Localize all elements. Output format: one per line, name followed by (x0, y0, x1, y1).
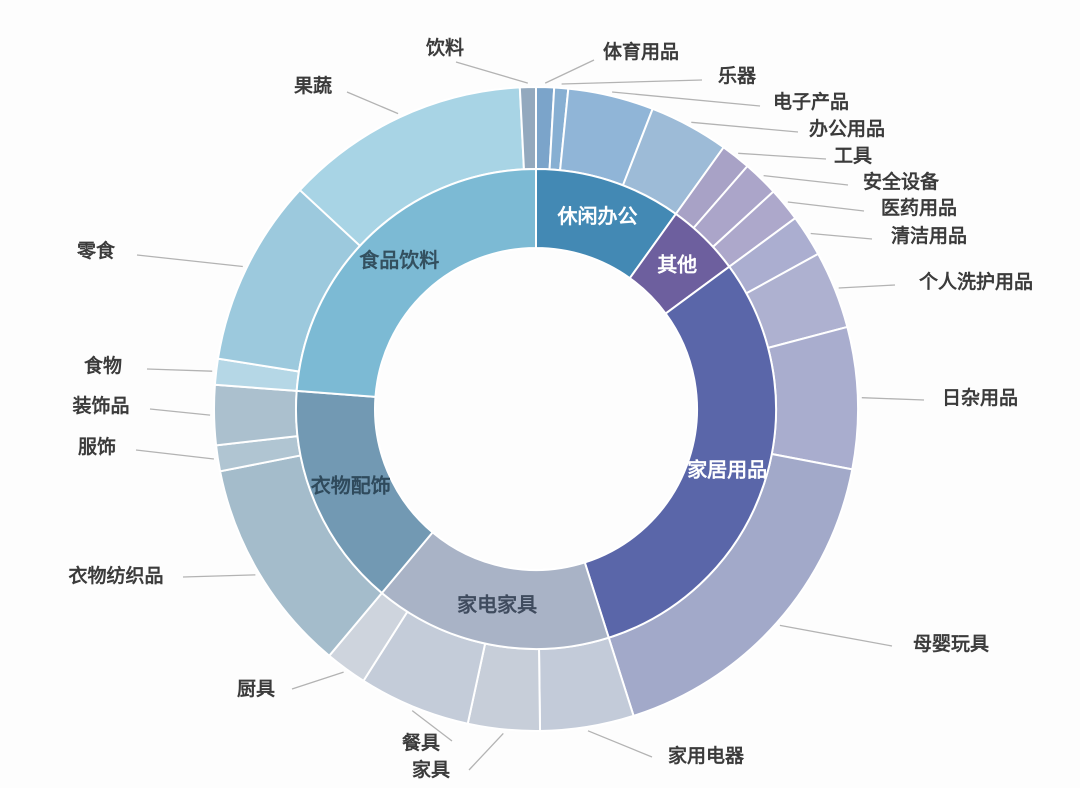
outer-segment-label: 办公用品 (809, 117, 885, 140)
leader-line (411, 710, 453, 742)
inner-category-label: 家电家具 (457, 592, 537, 616)
leader-line (612, 91, 761, 107)
leader-line (810, 232, 873, 240)
outer-segment-label: 食物 (84, 354, 122, 377)
leader-lines-layer (135, 59, 925, 771)
outer-segment-label: 个人洗护用品 (918, 270, 1033, 293)
leader-line (787, 201, 865, 212)
leader-line (561, 79, 703, 85)
leader-line (468, 732, 504, 771)
outer-segment-label: 日杂用品 (942, 387, 1018, 409)
leader-line (149, 408, 211, 416)
leader-line (779, 624, 893, 647)
outer-segment-label: 安全设备 (863, 170, 940, 193)
inner-category-label: 休闲办公 (557, 204, 638, 228)
leader-line (135, 449, 214, 460)
inner-category-label: 衣物配饰 (311, 473, 391, 497)
leader-line (291, 671, 344, 690)
leader-line (838, 284, 896, 289)
outer-segment-label: 装饰品 (71, 394, 129, 417)
leader-line (544, 59, 595, 84)
sunburst-segment-child (767, 325, 859, 471)
leader-line (346, 91, 399, 115)
outer-segment-label: 家具 (412, 758, 450, 781)
outer-segment-label: 工具 (834, 145, 872, 167)
outer-segment-label: 母婴玩具 (913, 633, 989, 655)
outer-segment-label: 厨具 (237, 678, 275, 700)
leader-line (146, 368, 213, 372)
outer-segment-label: 零食 (76, 239, 116, 262)
leader-line (455, 61, 528, 84)
leader-line (182, 574, 256, 578)
leader-line (861, 397, 925, 401)
outer-segment-label: 乐器 (718, 65, 757, 87)
sunburst-segment-child (212, 383, 299, 447)
inner-category-label: 家居用品 (687, 457, 767, 481)
sunburst-segment-category (583, 265, 778, 639)
sunburst-segment-category (295, 168, 537, 398)
leader-line (691, 121, 799, 133)
outer-segment-label: 电子产品 (773, 90, 849, 113)
outer-segment-label: 衣物纺织品 (68, 564, 163, 587)
outer-segment-label: 医药用品 (881, 196, 957, 219)
outer-segment-label: 清洁用品 (891, 224, 967, 247)
segments-layer (212, 85, 859, 732)
outer-segment-label: 服饰 (78, 435, 116, 458)
leader-line (136, 254, 243, 268)
leader-line (587, 730, 653, 758)
outer-segment-label: 饮料 (425, 36, 464, 59)
outer-segment-label: 体育用品 (603, 40, 679, 63)
outer-segment-label: 家用电器 (668, 744, 745, 767)
leader-line (763, 174, 849, 186)
inner-category-label: 其他 (657, 252, 697, 276)
outer-segment-label: 餐具 (402, 731, 440, 754)
leader-line (738, 152, 827, 160)
inner-category-label: 食品饮料 (359, 248, 439, 272)
outer-segment-label: 果蔬 (293, 74, 332, 97)
